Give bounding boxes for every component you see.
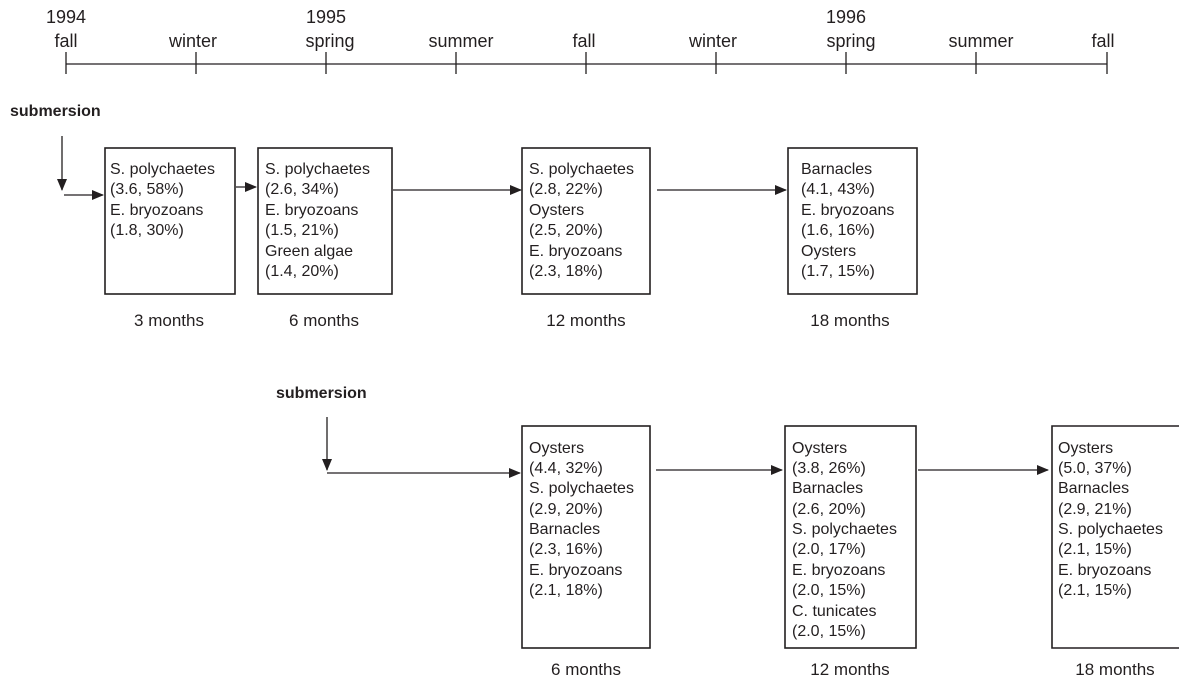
stage-box-border [1051,425,1179,649]
box-line: E. bryozoans [529,243,622,260]
box-line: (1.8, 30%) [110,222,184,239]
stage-box-border [104,147,236,295]
box-line: (2.9, 20%) [529,501,603,518]
box-line: (2.5, 20%) [529,222,603,239]
duration-label: 18 months [810,311,889,330]
season-label: spring [826,31,875,51]
box-line: (1.4, 20%) [265,263,339,280]
stage-box-border [521,425,651,649]
year-label: 1995 [306,7,346,27]
stage-box-border [787,147,918,295]
box-line: (2.0, 15%) [792,623,866,640]
box-line: Oysters [1058,440,1113,457]
season-label: spring [305,31,354,51]
submersion-label: submersion [10,103,101,120]
season-label: winter [688,31,737,51]
box-line: Barnacles [1058,480,1129,497]
box-line: E. bryozoans [110,202,203,219]
box-line: (5.0, 37%) [1058,460,1132,477]
box-line: Barnacles [529,521,600,538]
series-1995: submersion Oysters (4.4, 32%) S. polycha… [276,385,1179,679]
duration-label: 3 months [134,311,204,330]
box-line: (2.3, 16%) [529,541,603,558]
box-line: (3.6, 58%) [110,181,184,198]
box-line: S. polychaetes [1058,521,1163,538]
stage-box: Oysters (5.0, 37%) Barnacles (2.9, 21%) … [1051,425,1179,649]
box-line: E. bryozoans [1058,562,1151,579]
box-line: C. tunicates [792,603,876,620]
season-label: fall [572,31,595,51]
stage-box: S. polychaetes (2.8, 22%) Oysters (2.5, … [521,147,651,295]
series-1994: submersion S. polychaetes (3.6, 58%) E. … [10,103,918,330]
box-line: Barnacles [801,161,872,178]
box-line: (2.6, 34%) [265,181,339,198]
box-line: S. polychaetes [792,521,897,538]
box-line: (3.8, 26%) [792,460,866,477]
box-line: E. bryozoans [801,202,894,219]
box-line: (2.3, 18%) [529,263,603,280]
year-label: 1994 [46,7,86,27]
stage-box: Oysters (4.4, 32%) S. polychaetes (2.9, … [521,425,651,649]
timeline-seasons: fall winter spring summer fall winter sp… [54,31,1114,51]
box-line: Barnacles [792,480,863,497]
timeline: 1994 1995 1996 fall winter spring summer… [46,7,1115,74]
duration-label: 6 months [289,311,359,330]
box-line: (1.6, 16%) [801,222,875,239]
duration-label: 6 months [551,660,621,679]
stage-box-border [784,425,917,649]
box-line: E. bryozoans [792,562,885,579]
duration-label: 18 months [1075,660,1154,679]
stage-box: Oysters (3.8, 26%) Barnacles (2.6, 20%) … [784,425,917,649]
box-line: (4.1, 43%) [801,181,875,198]
box-line: Oysters [529,202,584,219]
box-line: (2.0, 15%) [792,582,866,599]
stage-box: Barnacles (4.1, 43%) E. bryozoans (1.6, … [787,147,918,295]
box-line: S. polychaetes [265,161,370,178]
box-line: S. polychaetes [110,161,215,178]
box-line: (2.0, 17%) [792,541,866,558]
box-line: E. bryozoans [265,202,358,219]
stage-box-border [521,147,651,295]
box-line: (2.1, 18%) [529,582,603,599]
stage-box-border [257,147,393,295]
box-line: (2.1, 15%) [1058,582,1132,599]
stage-box: S. polychaetes (2.6, 34%) E. bryozoans (… [257,147,393,295]
box-line: (4.4, 32%) [529,460,603,477]
stage-box: S. polychaetes (3.6, 58%) E. bryozoans (… [104,147,236,295]
timeline-years: 1994 1995 1996 [46,7,866,27]
season-label: winter [168,31,217,51]
season-label: fall [54,31,77,51]
box-line: (1.7, 15%) [801,263,875,280]
box-line: Oysters [529,440,584,457]
season-label: summer [428,31,493,51]
season-label: summer [948,31,1013,51]
box-line: S. polychaetes [529,480,634,497]
box-line: (1.5, 21%) [265,222,339,239]
box-line: Oysters [792,440,847,457]
box-line: S. polychaetes [529,161,634,178]
year-label: 1996 [826,7,866,27]
season-label: fall [1091,31,1114,51]
box-line: Green algae [265,243,353,260]
box-line: (2.8, 22%) [529,181,603,198]
timeline-ticks [65,52,1108,74]
box-line: E. bryozoans [529,562,622,579]
duration-label: 12 months [810,660,889,679]
box-line: (2.6, 20%) [792,501,866,518]
submersion-label: submersion [276,385,367,402]
box-line: (2.1, 15%) [1058,541,1132,558]
box-line: (2.9, 21%) [1058,501,1132,518]
duration-label: 12 months [546,311,625,330]
box-line: Oysters [801,243,856,260]
